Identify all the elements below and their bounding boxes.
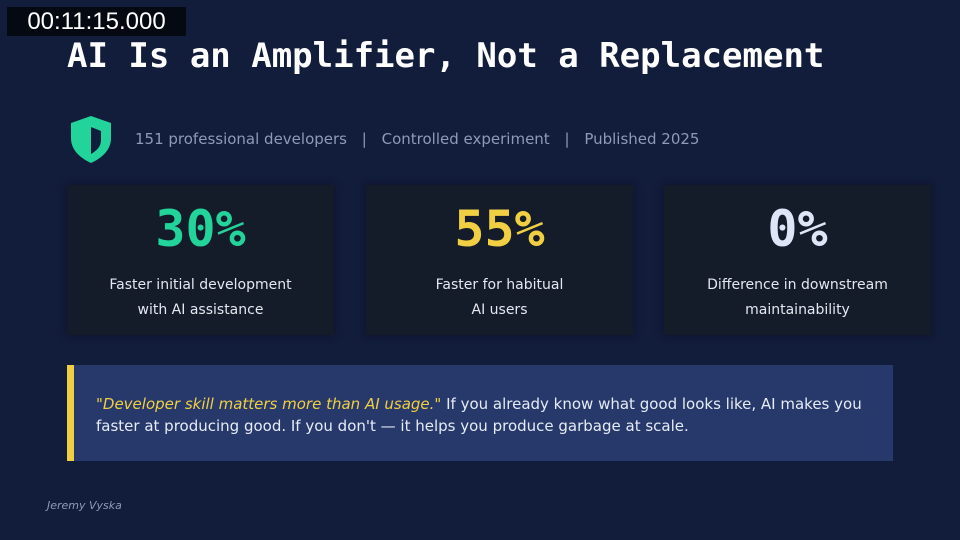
- meta-published: Published 2025: [584, 130, 700, 148]
- meta-method: Controlled experiment: [381, 130, 550, 148]
- author-credit: Jeremy Vyska: [47, 499, 122, 512]
- quote-body: If you already know what good looks like…: [96, 395, 862, 435]
- meta-participants: 151 professional developers: [135, 130, 347, 148]
- stat-value: 30%: [155, 200, 246, 258]
- stat-value: 0%: [767, 200, 828, 258]
- stat-card-habitual-users: 55% Faster for habitual AI users: [366, 185, 633, 335]
- meta-separator: |: [361, 130, 367, 148]
- stat-value: 55%: [454, 200, 545, 258]
- stat-description-line: AI users: [471, 302, 528, 318]
- stat-description: Faster for habitual AI users: [366, 273, 633, 323]
- slide-title: AI Is an Amplifier, Not a Replacement: [67, 36, 825, 76]
- study-meta-text: 151 professional developers | Controlled…: [135, 130, 699, 148]
- shield-icon: [71, 116, 111, 163]
- stat-description-line: Faster initial development: [109, 277, 292, 293]
- stat-description-line: Faster for habitual: [435, 277, 564, 293]
- stat-card-maintainability: 0% Difference in downstream maintainabil…: [664, 185, 931, 335]
- stat-description-line: Difference in downstream: [707, 277, 888, 293]
- video-timestamp: 00:11:15.000: [7, 7, 186, 36]
- quote-callout: "Developer skill matters more than AI us…: [67, 365, 893, 461]
- stat-description-line: maintainability: [745, 302, 850, 318]
- meta-separator: |: [564, 130, 570, 148]
- stat-description: Difference in downstream maintainability: [664, 273, 931, 323]
- study-meta-row: 151 professional developers | Controlled…: [67, 114, 699, 164]
- stat-description: Faster initial development with AI assis…: [67, 273, 334, 323]
- quote-highlight: "Developer skill matters more than AI us…: [96, 395, 442, 413]
- stat-card-initial-development: 30% Faster initial development with AI a…: [67, 185, 334, 335]
- stat-description-line: with AI assistance: [137, 302, 264, 318]
